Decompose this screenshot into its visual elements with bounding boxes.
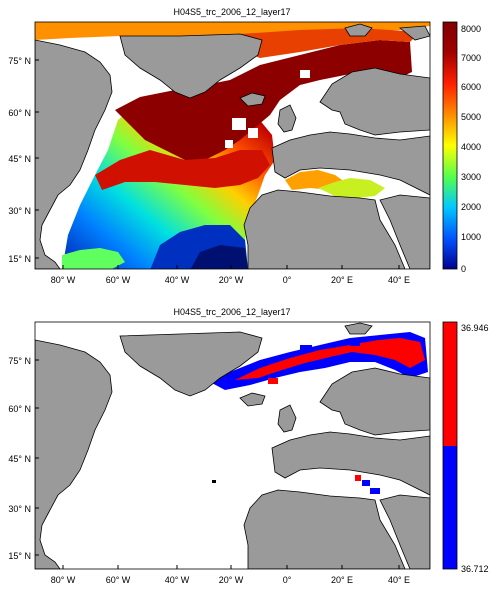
colorbar-1-tick: 1000	[461, 232, 481, 242]
colorbar-1-tick: 8000	[461, 24, 481, 34]
novaya-zemlya	[398, 25, 430, 41]
dot	[212, 480, 216, 483]
britain	[277, 104, 297, 133]
tracer-arctic-2	[240, 28, 420, 58]
africa	[243, 189, 406, 269]
map2-frame	[34, 321, 431, 570]
europe	[271, 431, 430, 496]
tracer-caribbean	[62, 248, 125, 269]
lon-label: 20° E	[331, 575, 353, 585]
lat-label: 75° N	[8, 56, 31, 66]
north-america	[35, 39, 113, 269]
gap	[300, 70, 310, 78]
tracer-band	[95, 150, 270, 190]
svalbard	[344, 322, 373, 335]
map1-frame	[34, 21, 431, 270]
lat-label: 30° N	[8, 504, 31, 514]
panel1-title: H04S5_trc_2006_12_layer17	[173, 7, 290, 17]
colorbar-1: 8000 7000 6000 5000 4000 3000 2000 1000 …	[442, 21, 481, 274]
colorbar-1-tick: 7000	[461, 53, 481, 63]
map2-content	[35, 322, 430, 569]
arabia	[379, 194, 430, 269]
britain	[277, 404, 297, 433]
lat-label: 45° N	[8, 154, 31, 164]
high-cell	[268, 378, 278, 384]
colorbar-1-tick: 5000	[461, 112, 481, 122]
colorbar-2-high	[443, 322, 457, 446]
lon-label: 80° W	[51, 275, 76, 285]
gap	[248, 128, 258, 138]
lat-label: 60° N	[8, 404, 31, 414]
colorbar-1-tick: 2000	[461, 202, 481, 212]
colorbar-1-gradient	[442, 21, 458, 270]
gap	[232, 118, 246, 130]
map1-lon-labels: 80° W 60° W 40° W 20° W 0° 20° E 40° E	[51, 265, 410, 285]
colorbar-1-tick: 3000	[461, 172, 481, 182]
low-cell	[362, 480, 370, 486]
lon-label: 60° W	[106, 275, 131, 285]
low-cell	[370, 488, 380, 494]
map-panel-1: H04S5_trc_2006_12_layer17	[8, 7, 481, 285]
lon-label: 60° W	[106, 575, 131, 585]
north-america	[35, 339, 113, 569]
high-cell	[355, 475, 361, 481]
gap	[225, 140, 233, 148]
lat-label: 75° N	[8, 356, 31, 366]
tracer-field	[35, 22, 430, 269]
lon-label: 40° E	[388, 575, 410, 585]
colorbar-2-bottom-label: 36.712	[461, 564, 489, 574]
lon-label: 20° E	[331, 275, 353, 285]
iceland	[239, 392, 266, 407]
colorbar-2-low	[443, 446, 457, 569]
lat-label: 60° N	[8, 108, 31, 118]
lon-label: 20° W	[219, 275, 244, 285]
lon-label: 20° W	[219, 575, 244, 585]
colorbar-2-frame	[442, 321, 458, 570]
tracer-arctic	[35, 22, 430, 40]
map2-lat-labels: 75° N 60° N 45° N 30° N 15° N	[8, 356, 39, 561]
colorbar-2: 36.946 36.712	[442, 321, 489, 574]
lon-label: 40° W	[165, 575, 190, 585]
tracer-med-east	[318, 178, 385, 198]
lat-label: 15° N	[8, 254, 31, 264]
land-2	[35, 322, 430, 569]
map1-content	[35, 22, 430, 269]
lon-label: 40° E	[388, 275, 410, 285]
africa	[243, 489, 406, 569]
europe	[271, 131, 430, 196]
lon-label: 80° W	[51, 575, 76, 585]
colorbar-2-top-label: 36.946	[461, 323, 489, 333]
arabia	[379, 494, 430, 569]
colorbar-1-tick: 6000	[461, 82, 481, 92]
colorbar-1-tick: 4000	[461, 142, 481, 152]
map-panel-2: H04S5_trc_2006_12_layer17	[8, 307, 488, 585]
lat-label: 15° N	[8, 551, 31, 561]
colorbar-1-tick: 0	[461, 264, 466, 274]
greenland	[119, 33, 263, 99]
low-cell	[350, 340, 360, 346]
lon-label: 40° W	[165, 275, 190, 285]
scandinavia	[319, 67, 430, 136]
low-cell	[300, 345, 312, 351]
lon-label: 0°	[283, 275, 292, 285]
iceland	[239, 92, 266, 107]
lon-label: 0°	[283, 575, 292, 585]
panel2-title: H04S5_trc_2006_12_layer17	[173, 307, 290, 317]
svalbard	[344, 23, 373, 37]
lat-label: 30° N	[8, 206, 31, 216]
high-region	[235, 338, 425, 380]
lat-label: 45° N	[8, 454, 31, 464]
tracer-south-deep	[190, 245, 248, 269]
greenland	[119, 331, 263, 397]
map1-lat-labels: 75° N 60° N 45° N 30° N 15° N	[8, 56, 39, 264]
map2-lon-labels: 80° W 60° W 40° W 20° W 0° 20° E 40° E	[51, 565, 410, 585]
scandinavia	[319, 367, 430, 436]
land	[35, 23, 430, 269]
